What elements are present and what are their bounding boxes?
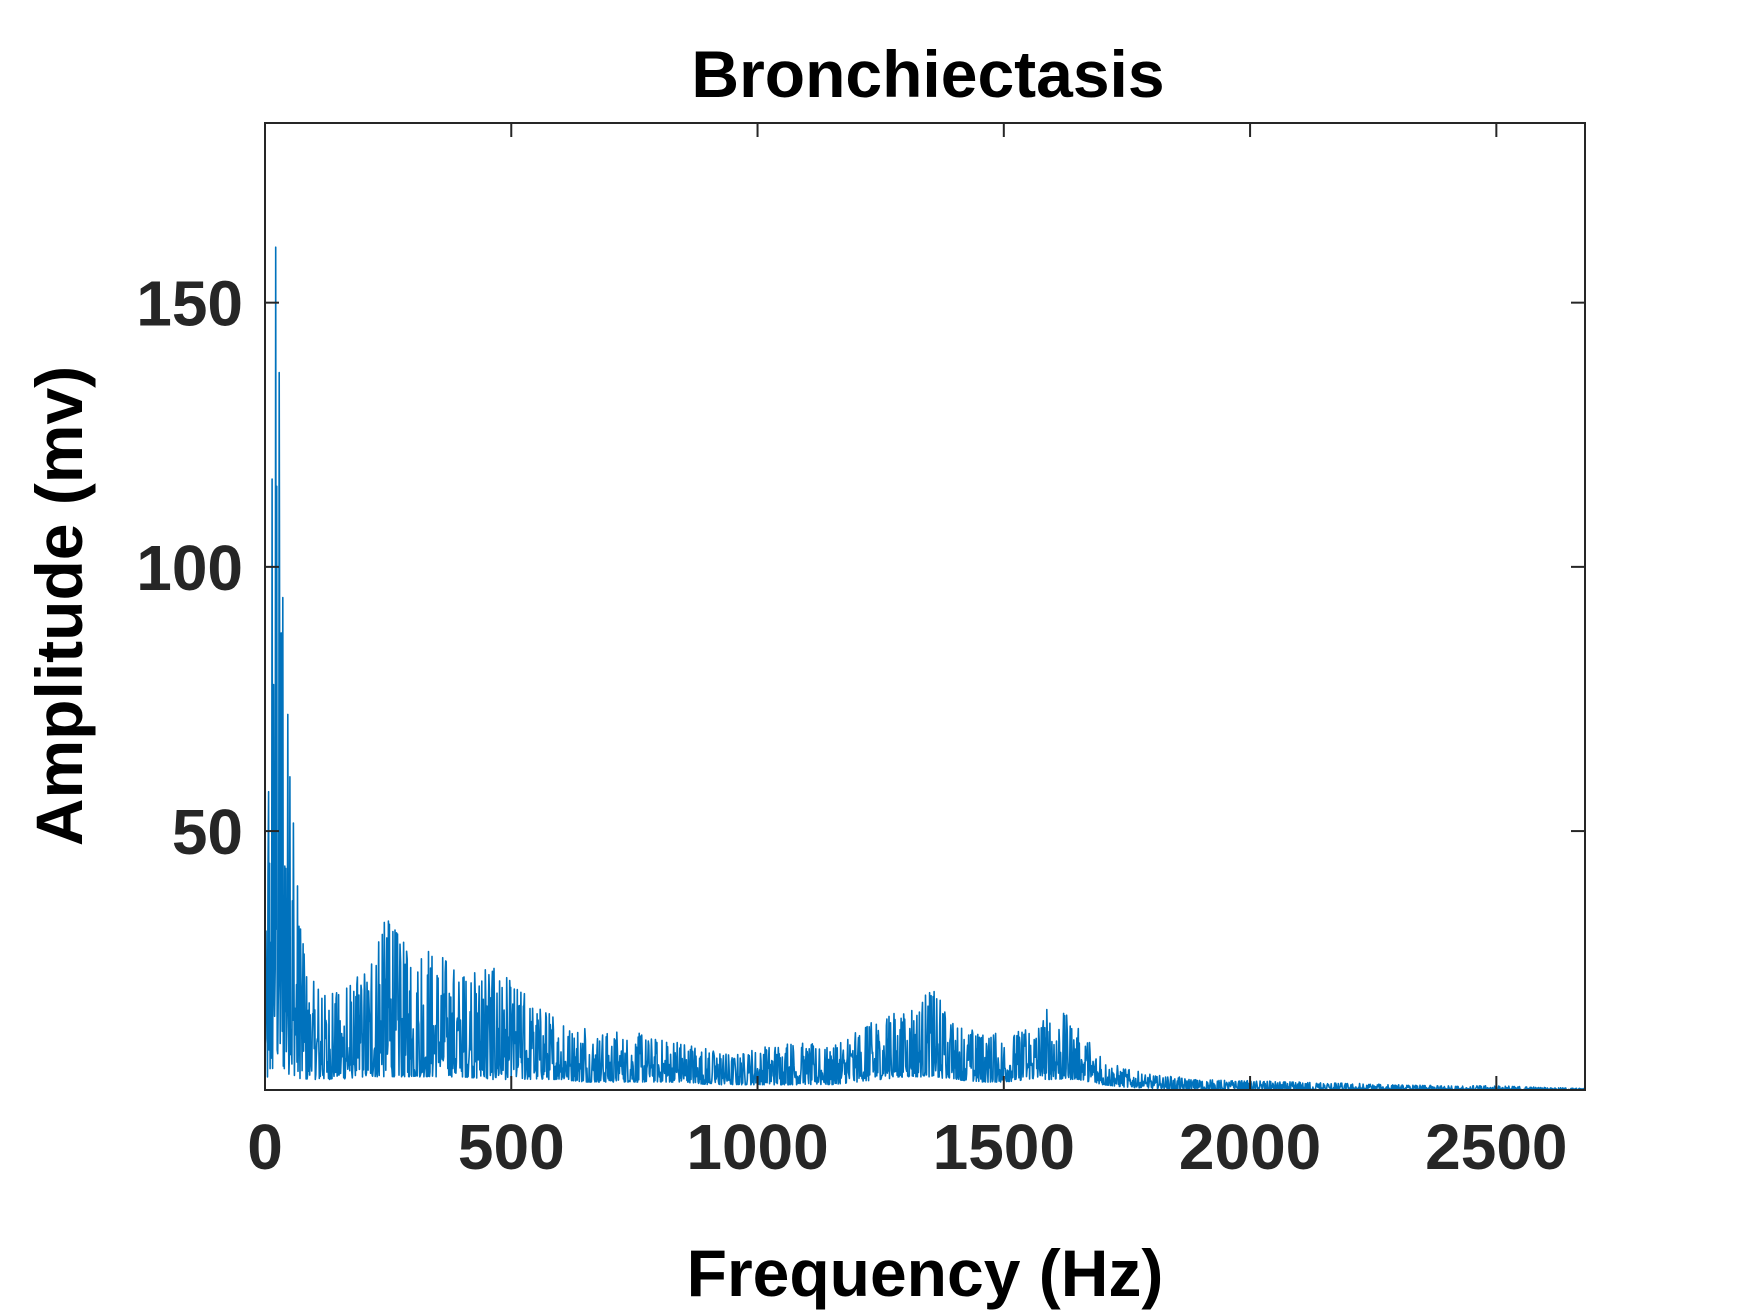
x-tick-label: 1000 <box>686 1111 828 1183</box>
x-tick-label: 2500 <box>1425 1111 1567 1183</box>
spectrum-line <box>264 246 1586 1091</box>
y-tick-label: 50 <box>172 796 243 868</box>
y-tick-label: 100 <box>136 532 243 604</box>
x-tick-label: 1500 <box>933 1111 1075 1183</box>
y-tick-label: 150 <box>136 268 243 340</box>
x-axis-label: Frequency (Hz) <box>687 1236 1164 1310</box>
x-tick-label: 2000 <box>1179 1111 1321 1183</box>
plot-area <box>265 123 1585 1090</box>
x-tick-label: 500 <box>458 1111 565 1183</box>
x-tick-label: 0 <box>247 1111 283 1183</box>
axes-box <box>264 122 1586 1091</box>
spectrum-series <box>264 246 1586 1091</box>
axis-ticks: 0 500 1000 1500 2000 2500 50 100 150 <box>136 123 1585 1183</box>
y-axis-label: Amplitude (mv) <box>22 366 96 846</box>
chart-title: Bronchiectasis <box>691 37 1164 111</box>
